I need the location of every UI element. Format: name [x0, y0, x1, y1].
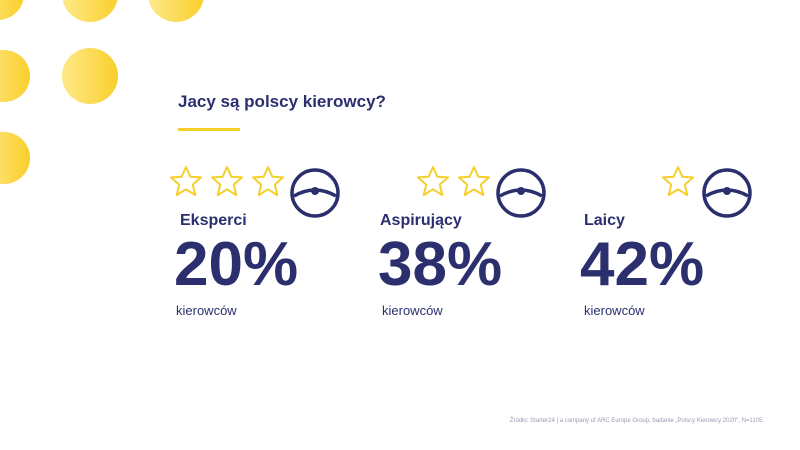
group-sublabel: kierowców	[382, 303, 443, 318]
group-label: Laicy	[584, 212, 625, 229]
page-title: Jacy są polscy kierowcy?	[178, 92, 386, 111]
group-percentage: 20%	[174, 230, 299, 299]
deco-circle	[62, 0, 118, 22]
star-icon	[252, 166, 284, 197]
steering-wheel-icon	[702, 168, 752, 218]
rating-icons	[417, 166, 546, 218]
driver-group-laymen: Laicy 42% kierowców	[578, 162, 778, 332]
group-sublabel: kierowców	[176, 303, 237, 318]
rating-icons	[170, 166, 340, 218]
deco-circle	[0, 50, 30, 102]
title-underline	[178, 128, 240, 131]
group-label: Eksperci	[180, 212, 247, 229]
driver-group-aspiring: Aspirujący 38% kierowców	[374, 162, 574, 332]
rating-icons	[662, 166, 752, 218]
source-note: Źródło: Starter24 | a company of ARC Eur…	[509, 418, 764, 424]
group-percentage: 42%	[580, 230, 705, 299]
driver-group-experts: Eksperci 20% kierowców	[168, 162, 368, 332]
steering-wheel-icon	[496, 168, 546, 218]
group-sublabel: kierowców	[584, 303, 645, 318]
star-icon	[458, 166, 490, 197]
deco-circle	[0, 132, 30, 184]
deco-circle	[0, 0, 24, 20]
deco-circle	[62, 48, 118, 104]
star-icon	[170, 166, 202, 197]
star-icon	[211, 166, 243, 197]
deco-circle	[148, 0, 204, 22]
group-label: Aspirujący	[380, 212, 462, 229]
group-percentage: 38%	[378, 230, 503, 299]
star-icon	[417, 166, 449, 197]
decorative-circles	[0, 0, 204, 184]
star-icon	[662, 166, 694, 197]
steering-wheel-icon	[290, 168, 340, 218]
